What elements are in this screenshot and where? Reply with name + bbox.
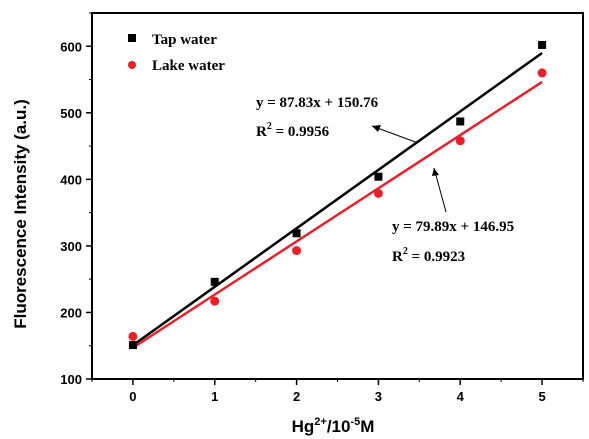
data-point-tap-water bbox=[538, 40, 547, 49]
x-tick-label: 4 bbox=[457, 389, 465, 404]
r2-lake-water: R2 = 0.9923 bbox=[392, 246, 465, 265]
x-axis-label-end: M bbox=[360, 417, 374, 436]
equation-tap-water: y = 87.83x + 150.76 bbox=[256, 95, 379, 111]
data-point-tap-water bbox=[292, 229, 301, 238]
r2-base: R bbox=[256, 124, 267, 140]
y-tick-label: 600 bbox=[60, 39, 82, 54]
arrow-head-lake-water bbox=[432, 168, 439, 176]
data-point-tap-water bbox=[456, 117, 465, 126]
y-tick-label: 100 bbox=[60, 372, 82, 387]
x-tick-label: 2 bbox=[293, 389, 300, 404]
data-point-tap-water bbox=[128, 341, 137, 350]
x-tick-label: 3 bbox=[375, 389, 382, 404]
x-axis-label: Hg2+/10-5M bbox=[292, 416, 375, 436]
x-axis-label-mid: /10 bbox=[327, 417, 351, 436]
equation-lake-water: y = 79.89x + 146.95 bbox=[392, 219, 514, 235]
y-axis-label: Fluorescence Intensity (a.u.) bbox=[11, 99, 30, 329]
data-point-lake-water bbox=[373, 188, 383, 198]
arrow-head-tap-water bbox=[372, 125, 381, 132]
data-point-lake-water bbox=[537, 68, 547, 78]
annotation-lake-water: y = 79.89x + 146.95 R2 = 0.9923 bbox=[392, 167, 514, 265]
fit-line-lake-water bbox=[132, 80, 543, 349]
x-tick-label: 5 bbox=[538, 389, 545, 404]
r2-sup: 2 bbox=[267, 121, 272, 132]
y-tick-label: 500 bbox=[60, 106, 82, 121]
x-axis-label-sup: 2+ bbox=[314, 416, 327, 428]
x-axis-label-sup2: -5 bbox=[350, 416, 360, 428]
legend-marker-lake-water bbox=[128, 61, 136, 69]
r2-value-tap-water: = 0.9956 bbox=[272, 124, 330, 140]
legend: Tap water Lake water bbox=[128, 32, 225, 74]
annotation-arrow-tap-water bbox=[371, 125, 419, 144]
data-point-lake-water bbox=[128, 331, 138, 341]
r2-value-lake-water: = 0.9923 bbox=[408, 249, 465, 265]
data-point-lake-water bbox=[210, 296, 220, 306]
data-point-tap-water bbox=[210, 277, 219, 286]
r2-tap-water: R2 = 0.9956 bbox=[256, 121, 330, 140]
data-point-tap-water bbox=[374, 172, 383, 181]
y-tick-label: 300 bbox=[60, 239, 82, 254]
x-tick-label: 1 bbox=[211, 389, 218, 404]
x-tick-label: 0 bbox=[129, 389, 136, 404]
x-axis-label-base: Hg bbox=[292, 417, 315, 436]
r2-base: R bbox=[392, 249, 403, 265]
fit-line-tap-water bbox=[132, 51, 543, 347]
legend-marker-tap-water bbox=[128, 34, 136, 42]
legend-label-lake-water: Lake water bbox=[152, 58, 225, 74]
r2-sup: 2 bbox=[403, 246, 408, 257]
legend-label-tap-water: Tap water bbox=[152, 32, 217, 48]
annotation-tap-water: y = 87.83x + 150.76 R2 = 0.9956 bbox=[256, 95, 419, 144]
y-tick-label: 400 bbox=[60, 172, 82, 187]
data-point-lake-water bbox=[292, 246, 302, 256]
data-point-lake-water bbox=[455, 136, 465, 146]
y-tick-label: 200 bbox=[60, 305, 82, 320]
chart-marks: 0 1 2 3 4 5 100 200 300 400 500 600 bbox=[60, 12, 584, 404]
